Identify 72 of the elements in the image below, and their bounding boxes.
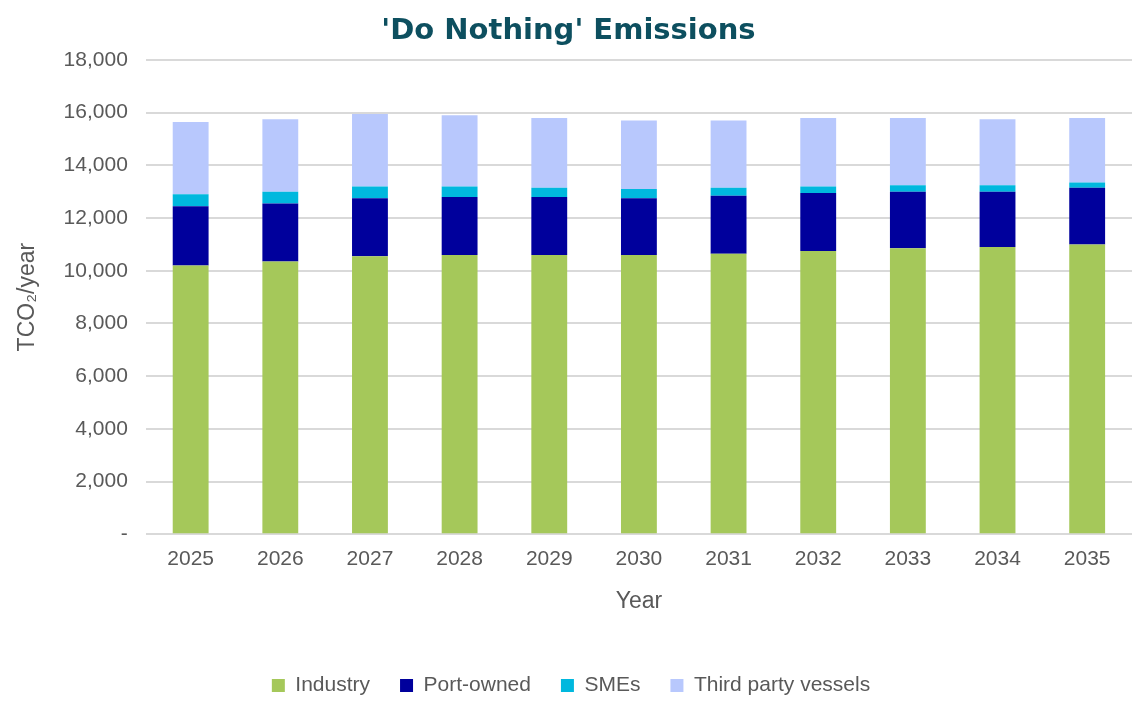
- x-tick-label: 2035: [1063, 545, 1111, 569]
- y-axis-title: TCO₂/year: [13, 242, 40, 352]
- y-tick-label: 4,000: [75, 415, 128, 439]
- bar: [1069, 117, 1106, 183]
- legend-label: Port-owned: [423, 672, 531, 696]
- bar: [800, 193, 837, 251]
- y-tick-label: 14,000: [63, 152, 128, 176]
- bar: [800, 186, 837, 194]
- bar: [531, 196, 568, 255]
- bar: [352, 186, 388, 199]
- bar: [352, 256, 388, 534]
- bar: [172, 121, 209, 195]
- bar: [1069, 244, 1106, 534]
- y-tick-label: 16,000: [63, 99, 128, 123]
- bar: [620, 120, 657, 190]
- bar: [620, 254, 657, 534]
- bar: [1069, 182, 1106, 188]
- bar: [262, 203, 299, 262]
- bar: [441, 186, 478, 197]
- x-axis-title: Year: [615, 586, 663, 613]
- bar: [889, 117, 926, 186]
- legend-label: Third party vessels: [693, 672, 871, 696]
- x-tick-label: 2027: [346, 545, 394, 569]
- legend-label: Industry: [295, 672, 371, 696]
- x-tick-label: 2031: [705, 545, 752, 569]
- x-tick-label: 2029: [525, 545, 573, 569]
- x-tick-label: 2033: [884, 545, 932, 569]
- bar: [710, 120, 747, 188]
- y-tick-label: -: [120, 521, 128, 544]
- bar: [262, 261, 299, 534]
- bar: [889, 191, 926, 249]
- bar: [889, 185, 926, 192]
- bar: [172, 206, 209, 266]
- bar: [889, 248, 926, 534]
- y-tick-label: 18,000: [63, 46, 128, 70]
- bar: [262, 191, 299, 204]
- bar: [620, 189, 657, 199]
- y-tick-label: 10,000: [63, 257, 128, 281]
- bar: [979, 191, 1016, 248]
- y-tick-label: 2,000: [75, 468, 128, 492]
- bar: [979, 185, 1016, 192]
- bar: [262, 119, 299, 192]
- bar: [172, 194, 209, 207]
- bar: [441, 196, 478, 255]
- bar: [1069, 187, 1106, 245]
- x-tick-label: 2034: [974, 545, 1022, 569]
- bar: [531, 117, 568, 188]
- bar: [710, 195, 747, 254]
- bar: [352, 198, 388, 257]
- y-tick-label: 12,000: [63, 204, 128, 228]
- bar: [979, 247, 1016, 534]
- bar: [620, 198, 657, 255]
- bar: [441, 115, 478, 187]
- bar: [352, 114, 388, 187]
- bar: [710, 187, 747, 196]
- x-tick-label: 2032: [794, 545, 842, 569]
- bar: [710, 253, 747, 534]
- chart-title: 'Do Nothing' Emissions: [380, 12, 757, 46]
- bar: [172, 265, 209, 534]
- bar: [441, 254, 478, 534]
- bar: [979, 119, 1016, 186]
- x-tick-label: 2028: [436, 545, 483, 569]
- x-tick-label: 2030: [615, 545, 663, 569]
- bar: [800, 117, 837, 187]
- y-tick-label: 6,000: [75, 362, 128, 386]
- bar: [531, 187, 568, 197]
- x-tick-label: 2025: [167, 545, 215, 569]
- legend-label: SMEs: [584, 672, 641, 696]
- y-tick-label: 8,000: [75, 310, 128, 334]
- x-tick-label: 2026: [256, 545, 304, 569]
- bar: [800, 251, 837, 534]
- bar: [531, 254, 568, 534]
